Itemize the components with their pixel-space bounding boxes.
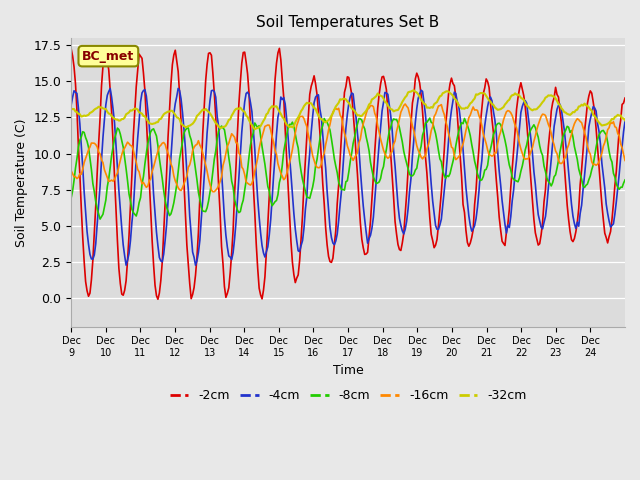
Y-axis label: Soil Temperature (C): Soil Temperature (C)	[15, 118, 28, 247]
X-axis label: Time: Time	[333, 364, 364, 377]
Legend: -2cm, -4cm, -8cm, -16cm, -32cm: -2cm, -4cm, -8cm, -16cm, -32cm	[164, 384, 532, 407]
Title: Soil Temperatures Set B: Soil Temperatures Set B	[257, 15, 440, 30]
Text: BC_met: BC_met	[82, 49, 134, 63]
